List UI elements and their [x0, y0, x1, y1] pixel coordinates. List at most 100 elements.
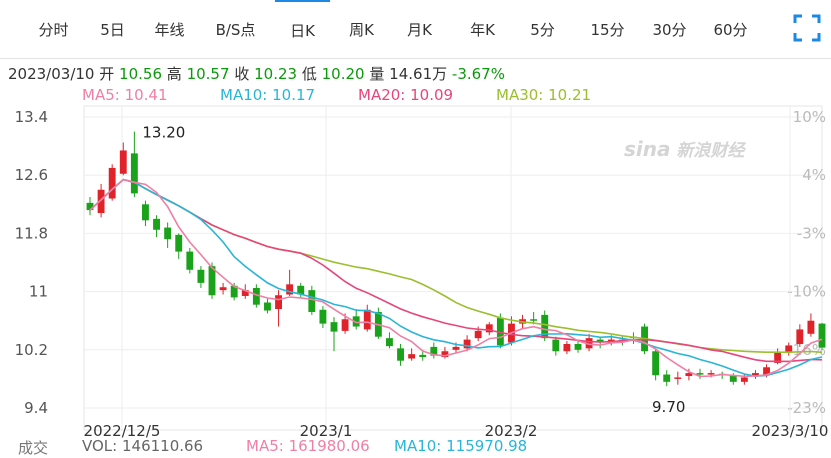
candle-body	[330, 322, 338, 332]
candle-body	[474, 330, 482, 339]
candle-body	[97, 189, 105, 214]
y-tick-label: 12.6	[15, 166, 48, 184]
ma5-legend: MA5: 10.41	[82, 86, 168, 104]
candle-body	[530, 319, 538, 321]
candle-body	[197, 269, 205, 283]
candle-body	[386, 338, 393, 347]
candle-body	[241, 290, 249, 296]
candle-body	[208, 266, 216, 296]
candle-body	[441, 351, 449, 358]
candle-body	[297, 285, 305, 295]
y-tick-label: 10.2	[15, 341, 48, 359]
candle-body	[275, 295, 282, 310]
tab-1[interactable]: 5日	[100, 20, 125, 39]
pct-tick-label: -23%	[787, 399, 826, 417]
candle-body	[585, 338, 593, 349]
tab-9[interactable]: 15分	[590, 20, 625, 39]
tab-8[interactable]: 5分	[530, 20, 555, 39]
pct-tick-label: 10%	[793, 108, 826, 126]
candle-body	[319, 309, 327, 324]
candle-body	[397, 348, 404, 361]
ma20-legend: MA20: 10.09	[358, 86, 454, 104]
candle-body	[774, 352, 782, 363]
info-open-label: 开	[99, 65, 115, 83]
candle-body	[685, 373, 693, 376]
candle-body	[696, 373, 704, 375]
candle-body	[352, 316, 360, 327]
candle-body	[740, 377, 748, 382]
tab-2[interactable]: 年线	[154, 20, 185, 39]
y-tick-label: 11	[29, 283, 48, 301]
tab-3[interactable]: B/S点	[215, 20, 256, 39]
candle-body	[674, 377, 682, 379]
x-tick-label: 2023/3/10	[752, 422, 829, 440]
ma20-line	[89, 178, 823, 363]
candle-body	[108, 167, 116, 199]
high-annotation: 13.20	[142, 124, 185, 142]
tab-10[interactable]: 30分	[652, 20, 687, 39]
volume-ma5: MA5: 161980.06	[246, 437, 370, 455]
candle-body	[496, 317, 504, 346]
candle-body	[175, 234, 183, 252]
info-high: 10.57	[186, 65, 230, 83]
ma30-line	[89, 178, 823, 354]
tab-0[interactable]: 分时	[38, 20, 69, 39]
ma5-line	[89, 178, 823, 378]
candle-body	[574, 343, 582, 350]
candle-body	[785, 345, 793, 353]
info-close-label: 收	[234, 65, 250, 83]
tab-7[interactable]: 年K	[470, 20, 495, 39]
candle-body	[463, 339, 471, 349]
period-tabs: 分时 5日 年线 B/S点 日K 周K 月K 年K 5分 15分 30分 60分	[0, 0, 831, 59]
info-change: -3.67%	[451, 65, 505, 83]
candle-body	[363, 309, 371, 330]
candle-body	[663, 374, 671, 382]
tab-4[interactable]: 日K	[275, 0, 330, 58]
candle-body	[308, 290, 316, 312]
info-open: 10.56	[119, 65, 162, 83]
candle-body	[341, 319, 349, 331]
candle-body	[153, 218, 160, 230]
candle-body	[752, 373, 759, 376]
pct-tick-label: -3%	[797, 224, 826, 242]
pct-tick-label: -16%	[787, 341, 826, 359]
info-close: 10.23	[254, 65, 298, 83]
candle-body	[452, 346, 460, 350]
candle-body	[164, 227, 172, 240]
candle-body	[86, 202, 94, 211]
fullscreen-icon[interactable]	[793, 14, 821, 42]
candle-body	[485, 324, 493, 333]
low-annotation: 9.70	[652, 398, 685, 416]
candle-body	[130, 153, 138, 194]
volume-ma10: MA10: 115970.98	[394, 437, 528, 455]
candle-body	[807, 320, 815, 334]
y-tick-label: 11.8	[15, 224, 48, 242]
info-high-label: 高	[166, 65, 182, 83]
volume-value: VOL: 146110.66	[82, 437, 204, 455]
candle-body	[186, 251, 194, 270]
candle-body	[419, 354, 427, 358]
tab-11[interactable]: 60分	[713, 20, 748, 39]
y-tick-label: 9.4	[24, 399, 48, 417]
candle-body	[119, 150, 127, 174]
info-vol: 14.61万	[389, 65, 448, 83]
ohlc-info-bar: 2023/03/10 开 10.56 高 10.57 收 10.23 低 10.…	[8, 63, 505, 84]
candle-body	[818, 323, 826, 348]
candle-body	[286, 284, 294, 295]
tab-6[interactable]: 月K	[407, 20, 432, 39]
ma10-line	[89, 178, 823, 378]
candle-body	[264, 302, 271, 311]
candle-body	[652, 351, 660, 376]
candle-body	[596, 339, 604, 343]
pct-tick-label: -10%	[787, 283, 826, 301]
candle-body	[729, 375, 737, 382]
candle-body	[219, 287, 227, 291]
candle-body	[252, 287, 260, 305]
candle-body	[430, 346, 438, 356]
watermark-text: 新浪财经	[676, 141, 745, 161]
candle-body	[230, 285, 238, 298]
candle-body	[707, 373, 715, 375]
info-vol-label: 量	[369, 65, 385, 83]
tab-5[interactable]: 周K	[349, 20, 374, 39]
